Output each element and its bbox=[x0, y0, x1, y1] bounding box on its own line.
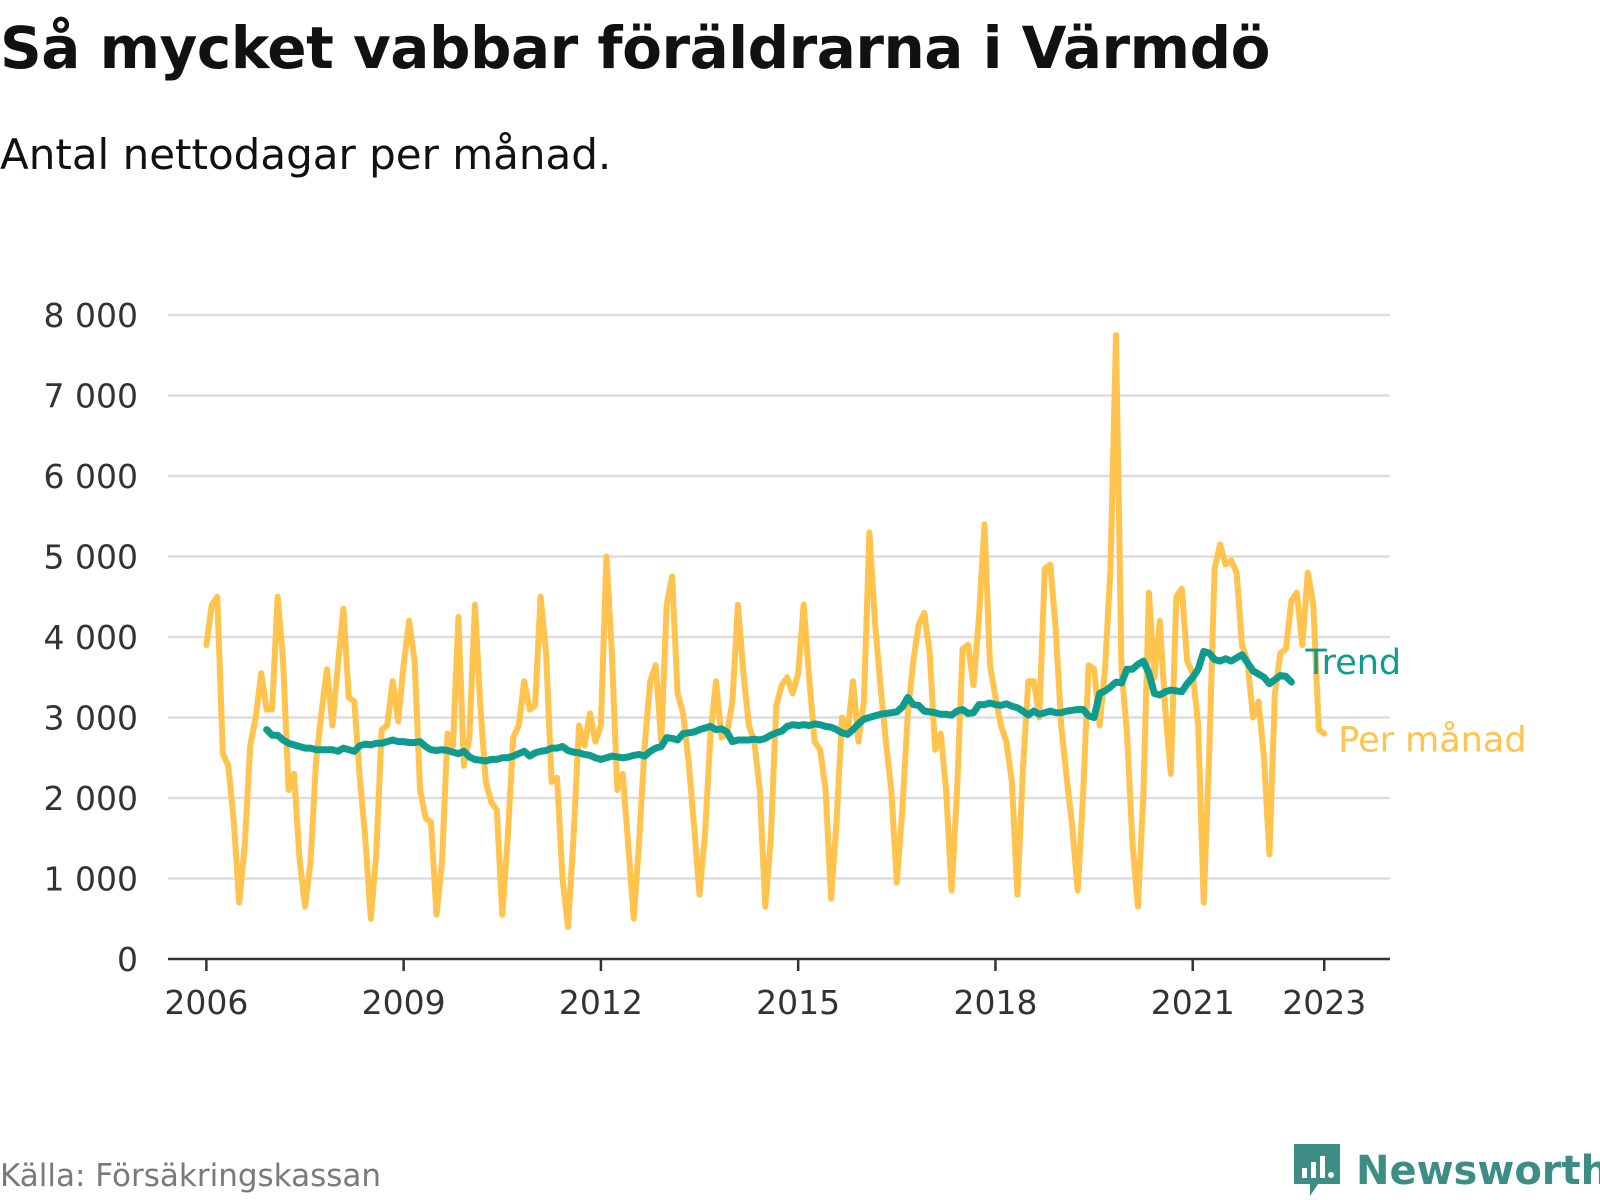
y-tick-label: 4 000 bbox=[44, 618, 138, 657]
x-tick-label: 2012 bbox=[559, 983, 643, 1022]
x-axis bbox=[168, 957, 1390, 971]
x-tick-label: 2015 bbox=[756, 983, 840, 1022]
y-tick-label: 8 000 bbox=[44, 296, 138, 335]
x-tick-label: 2006 bbox=[164, 983, 248, 1022]
y-tick-label: 1 000 bbox=[44, 860, 138, 899]
chart-subtitle: Antal nettodagar per månad. bbox=[0, 130, 612, 179]
x-tick-label: 2021 bbox=[1151, 983, 1235, 1022]
y-tick-label: 5 000 bbox=[44, 538, 138, 577]
series-label-monthly: Per månad bbox=[1338, 720, 1526, 761]
brand-logo: Newsworthy bbox=[1292, 1142, 1600, 1200]
chart-title: Så mycket vabbar föräldrarna i Värmdö bbox=[0, 14, 1270, 82]
y-tick-label: 3 000 bbox=[44, 699, 138, 738]
y-tick-label: 0 bbox=[117, 940, 138, 979]
series-lines bbox=[203, 332, 1328, 930]
y-tick-label: 7 000 bbox=[44, 377, 138, 416]
brand-name: Newsworthy bbox=[1356, 1148, 1600, 1194]
series-label-trend: Trend bbox=[1304, 643, 1401, 683]
x-tick-label: 2009 bbox=[362, 983, 446, 1022]
source-note: Källa: Försäkringskassan bbox=[0, 1158, 382, 1194]
series-line-trend bbox=[263, 648, 1295, 765]
newsworthy-logo-icon bbox=[1294, 1144, 1340, 1196]
y-tick-label: 6 000 bbox=[44, 457, 138, 496]
tick-labels: 0 1 000 2 000 3 000 4 000 5 000 6 000 7 000 8 00… bbox=[44, 296, 1527, 1022]
x-tick-label: 2018 bbox=[953, 983, 1037, 1022]
x-tick-label: 2023 bbox=[1282, 983, 1366, 1022]
y-tick-label: 2 000 bbox=[44, 779, 138, 818]
series-line-monthly bbox=[203, 332, 1328, 930]
